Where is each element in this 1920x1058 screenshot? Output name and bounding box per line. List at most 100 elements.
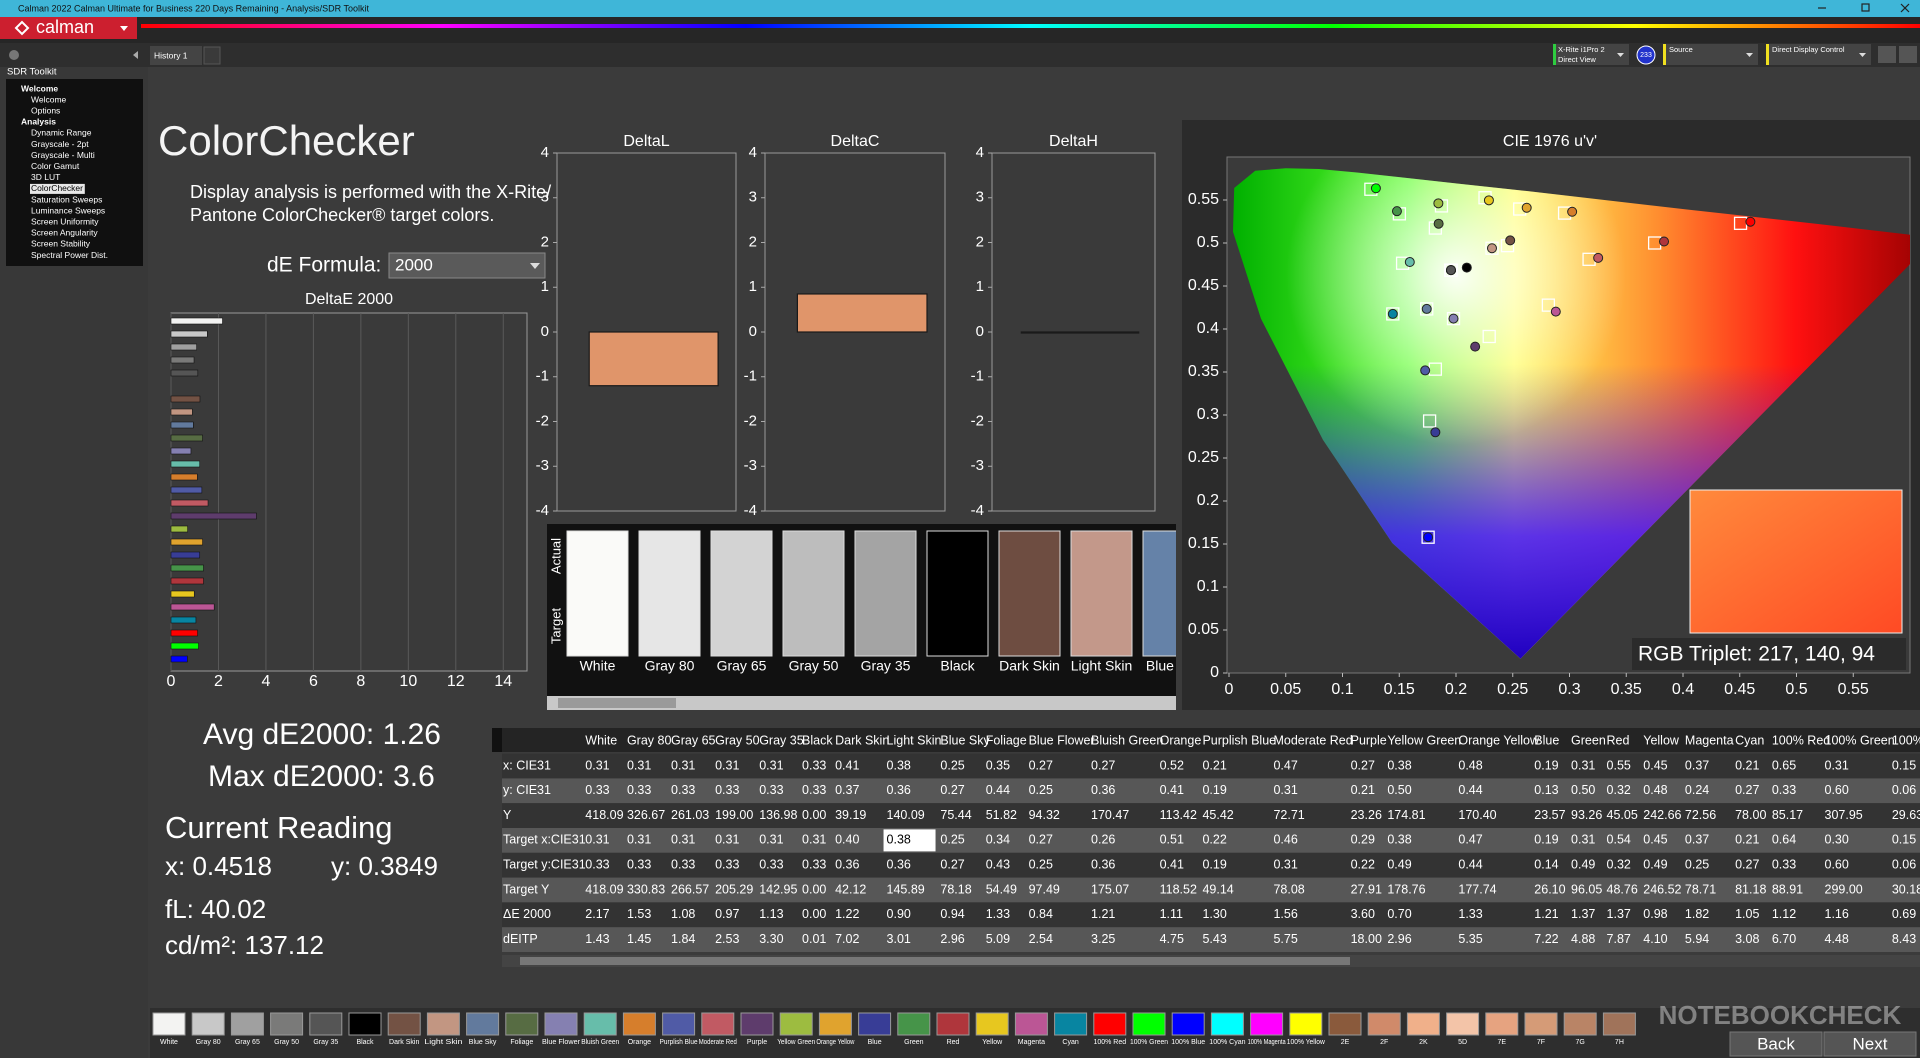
swatch-scrollbar[interactable]	[547, 696, 1176, 710]
table-cell[interactable]: 113.42	[1160, 808, 1197, 822]
toolbar-icon[interactable]	[1899, 46, 1917, 63]
formula-select[interactable]	[388, 252, 546, 279]
table-cell[interactable]: 0.33	[715, 857, 739, 871]
table-cell[interactable]: 0.33	[759, 783, 783, 797]
table-cell[interactable]: 0.84	[1029, 907, 1053, 921]
table-cell[interactable]: 0.33	[802, 758, 826, 772]
patch[interactable]	[1210, 1012, 1244, 1036]
table-cell[interactable]: 178.76	[1387, 882, 1425, 896]
table-cell[interactable]: 307.95	[1825, 808, 1863, 822]
table-cell[interactable]: 0.48	[1458, 758, 1482, 772]
table-cell[interactable]: 6.70	[1772, 932, 1796, 946]
table-cell[interactable]: 0.33	[759, 857, 783, 871]
table-cell[interactable]: 0.38	[1387, 833, 1411, 847]
sidebar-item[interactable]: Luminance Sweeps	[31, 205, 105, 215]
meter-badge[interactable]	[1636, 45, 1656, 65]
patch[interactable]	[270, 1012, 304, 1036]
swatch[interactable]	[1070, 530, 1133, 657]
new-tab[interactable]	[203, 46, 221, 65]
table-cell[interactable]: 199.00	[715, 808, 753, 822]
nav-button-label[interactable]: Next	[1853, 1034, 1888, 1053]
table-cell[interactable]: 1.43	[585, 932, 609, 946]
patch[interactable]	[1289, 1012, 1323, 1036]
table-cell[interactable]: 0.33	[671, 857, 695, 871]
table-cell[interactable]: 30.18	[1892, 882, 1920, 896]
sidebar-item[interactable]: Spectral Power Dist.	[31, 250, 108, 260]
table-cell[interactable]: 51.82	[986, 808, 1017, 822]
table-cell[interactable]: 0.19	[1202, 783, 1226, 797]
table-cell[interactable]: 0.38	[887, 833, 911, 847]
table-cell[interactable]: 0.22	[1351, 857, 1375, 871]
table-cell[interactable]: 0.27	[1735, 783, 1759, 797]
swatch[interactable]	[638, 530, 701, 657]
sidebar-item[interactable]: Dynamic Range	[31, 128, 92, 138]
table-cell[interactable]: 49.14	[1202, 882, 1233, 896]
table-cell[interactable]: 418.09	[585, 882, 623, 896]
table-cell[interactable]: 5.75	[1273, 932, 1297, 946]
sidebar-item[interactable]: Options	[31, 105, 60, 115]
table-cell[interactable]: 0.31	[1273, 857, 1297, 871]
table-cell[interactable]: 5.43	[1202, 932, 1226, 946]
table-cell[interactable]: 1.45	[627, 932, 651, 946]
table-cell[interactable]: 0.49	[1387, 857, 1411, 871]
table-cell[interactable]: 0.33	[627, 783, 651, 797]
swatch[interactable]	[998, 530, 1061, 657]
table-cell[interactable]: 2.17	[585, 907, 609, 921]
table-cell[interactable]: 0.15	[1892, 833, 1916, 847]
table-cell[interactable]: 0.27	[1351, 758, 1375, 772]
table-cell[interactable]: 0.27	[1091, 758, 1115, 772]
table-cell[interactable]: 0.44	[986, 783, 1010, 797]
device-box[interactable]	[1663, 44, 1758, 65]
table-cell[interactable]: 0.34	[986, 833, 1010, 847]
table-cell[interactable]: 78.18	[940, 882, 971, 896]
swatch[interactable]	[1142, 530, 1204, 657]
sidebar-item[interactable]: 3D LUT	[31, 172, 60, 182]
table-cell[interactable]: 1.22	[835, 907, 859, 921]
table-cell[interactable]: 0.33	[802, 783, 826, 797]
table-cell[interactable]: 1.84	[671, 932, 695, 946]
table-cell[interactable]: 1.33	[986, 907, 1010, 921]
table-cell[interactable]: 0.06	[1892, 857, 1916, 871]
table-cell[interactable]: 0.31	[802, 833, 826, 847]
sidebar-item[interactable]: Color Gamut	[31, 161, 80, 171]
toolbar-button[interactable]	[9, 50, 19, 60]
table-cell[interactable]: 0.48	[1643, 783, 1667, 797]
table-cell[interactable]: 0.60	[1825, 783, 1849, 797]
table-cell[interactable]: 0.70	[1387, 907, 1411, 921]
table-cell[interactable]: 0.25	[940, 758, 964, 772]
patch[interactable]	[818, 1012, 852, 1036]
table-cell[interactable]: 0.31	[585, 833, 609, 847]
patch[interactable]	[701, 1012, 735, 1036]
table-cell[interactable]: 0.25	[1029, 783, 1053, 797]
nav-button[interactable]	[1729, 1031, 1823, 1057]
table-cell[interactable]: 78.71	[1685, 882, 1716, 896]
nav-button[interactable]	[1823, 1031, 1917, 1057]
table-cell[interactable]: 0.37	[1685, 758, 1709, 772]
patch[interactable]	[1250, 1012, 1284, 1036]
swatch[interactable]	[566, 530, 629, 657]
sidebar-item[interactable]: Screen Uniformity	[31, 216, 99, 226]
table-cell[interactable]: 0.60	[1825, 857, 1849, 871]
table-cell[interactable]: 18.00	[1351, 932, 1382, 946]
table-cell[interactable]: 0.25	[1029, 857, 1053, 871]
table-cell[interactable]: 1.30	[1202, 907, 1226, 921]
table-cell[interactable]: 0.22	[1202, 833, 1226, 847]
table-cell[interactable]: 0.31	[759, 833, 783, 847]
table-cell[interactable]: 0.21	[1735, 758, 1759, 772]
patch[interactable]	[1093, 1012, 1127, 1036]
table-cell[interactable]: 0.33	[715, 783, 739, 797]
patch[interactable]	[662, 1012, 696, 1036]
table-cell[interactable]: 0.00	[802, 907, 826, 921]
table-cell[interactable]: 45.42	[1202, 808, 1233, 822]
table-cell[interactable]: 136.98	[759, 808, 797, 822]
patch[interactable]	[1602, 1012, 1636, 1036]
table-cell[interactable]: 1.21	[1534, 907, 1558, 921]
table-cell[interactable]: 0.33	[1772, 783, 1796, 797]
table-cell[interactable]: 0.51	[1160, 833, 1184, 847]
patch[interactable]	[348, 1012, 382, 1036]
logo-button[interactable]	[0, 17, 137, 39]
patch[interactable]	[897, 1012, 931, 1036]
table-cell[interactable]: 118.52	[1160, 882, 1197, 896]
table-cell[interactable]: 4.10	[1643, 932, 1667, 946]
patch[interactable]	[1328, 1012, 1362, 1036]
